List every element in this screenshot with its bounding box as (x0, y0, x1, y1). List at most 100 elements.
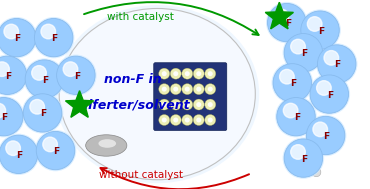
Circle shape (182, 68, 193, 79)
Text: F: F (1, 113, 8, 122)
Text: F: F (40, 109, 47, 118)
Circle shape (43, 137, 57, 152)
Circle shape (23, 94, 62, 132)
Circle shape (205, 84, 216, 95)
Circle shape (283, 103, 298, 118)
Circle shape (159, 99, 170, 110)
Ellipse shape (86, 135, 127, 156)
Circle shape (182, 115, 193, 125)
Circle shape (317, 45, 356, 83)
Text: F: F (16, 151, 23, 160)
Circle shape (41, 24, 56, 39)
Circle shape (0, 135, 38, 174)
Circle shape (4, 24, 19, 39)
Text: iniferter/solvent: iniferter/solvent (76, 99, 191, 112)
Circle shape (0, 19, 36, 57)
Circle shape (205, 68, 216, 79)
Circle shape (193, 84, 204, 95)
Circle shape (6, 141, 20, 156)
Circle shape (273, 64, 312, 102)
Circle shape (299, 9, 341, 51)
Circle shape (283, 32, 324, 73)
Ellipse shape (55, 5, 259, 183)
Circle shape (173, 118, 178, 122)
Circle shape (305, 115, 346, 156)
Circle shape (274, 9, 289, 24)
Polygon shape (265, 2, 293, 29)
Text: with catalyst: with catalyst (107, 12, 174, 22)
Circle shape (170, 84, 181, 95)
Circle shape (277, 98, 315, 136)
Text: F: F (14, 34, 21, 43)
Circle shape (0, 55, 28, 96)
Circle shape (307, 17, 322, 31)
Text: F: F (301, 155, 307, 163)
Circle shape (205, 99, 216, 110)
Circle shape (0, 96, 24, 137)
Circle shape (24, 58, 65, 100)
Circle shape (185, 118, 190, 122)
Circle shape (312, 168, 321, 177)
Circle shape (291, 145, 305, 159)
Circle shape (284, 33, 323, 72)
Circle shape (280, 69, 294, 84)
Text: F: F (285, 19, 291, 28)
Circle shape (170, 115, 181, 125)
Circle shape (272, 62, 313, 104)
Text: F: F (301, 49, 307, 58)
Text: without catalyst: without catalyst (98, 170, 183, 180)
Circle shape (0, 134, 39, 175)
Circle shape (36, 131, 75, 170)
Circle shape (0, 103, 6, 118)
Text: F: F (323, 132, 330, 141)
Circle shape (25, 60, 64, 98)
Circle shape (173, 102, 178, 107)
Circle shape (309, 73, 350, 115)
Circle shape (208, 102, 213, 107)
Circle shape (55, 55, 97, 96)
Circle shape (159, 84, 170, 95)
Circle shape (185, 87, 190, 92)
Circle shape (193, 115, 204, 125)
Circle shape (57, 56, 95, 94)
Text: F: F (51, 34, 58, 43)
Text: F: F (294, 113, 300, 122)
Circle shape (291, 39, 305, 54)
Circle shape (208, 118, 213, 122)
Text: F: F (5, 72, 11, 81)
Circle shape (162, 118, 167, 122)
Text: F: F (42, 75, 48, 84)
Circle shape (275, 96, 317, 137)
Circle shape (173, 87, 178, 92)
Text: non-F in: non-F in (104, 73, 162, 86)
Circle shape (196, 118, 201, 122)
Circle shape (301, 11, 339, 49)
Circle shape (208, 87, 213, 92)
Circle shape (30, 100, 44, 114)
Circle shape (159, 68, 170, 79)
Circle shape (317, 81, 331, 95)
Circle shape (196, 87, 201, 92)
Circle shape (313, 122, 327, 137)
Circle shape (182, 84, 193, 95)
Circle shape (208, 71, 213, 76)
Circle shape (34, 19, 73, 57)
Circle shape (193, 68, 204, 79)
Ellipse shape (59, 9, 255, 180)
Circle shape (324, 51, 339, 65)
Circle shape (284, 139, 323, 177)
Text: F: F (318, 27, 324, 36)
Text: F: F (290, 79, 296, 88)
Text: F: F (334, 60, 341, 69)
Circle shape (316, 43, 357, 85)
Circle shape (0, 62, 9, 76)
Circle shape (196, 102, 201, 107)
Circle shape (193, 99, 204, 110)
Circle shape (162, 87, 167, 92)
Circle shape (310, 75, 349, 113)
Circle shape (22, 92, 63, 134)
Text: F: F (53, 147, 60, 156)
Circle shape (0, 98, 23, 136)
Circle shape (196, 71, 201, 76)
Circle shape (0, 17, 37, 58)
